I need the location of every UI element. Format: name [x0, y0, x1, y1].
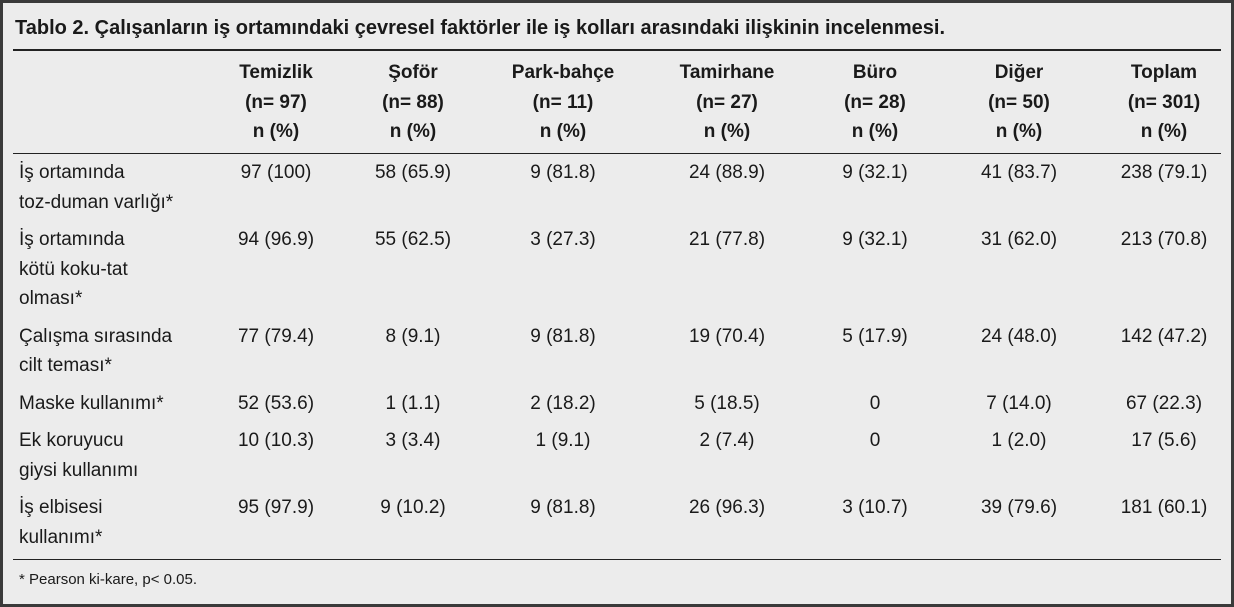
column-header: n (%) — [539, 121, 587, 142]
column-header: n (%) — [851, 121, 899, 142]
cell: 95 (97.9) — [237, 497, 315, 518]
row-label: İş ortamında — [19, 229, 125, 250]
cell: 9 (10.2) — [380, 497, 446, 518]
row-label: cilt teması* — [19, 355, 112, 376]
cell: 26 (96.3) — [688, 497, 766, 518]
column-header: Park-bahçe — [511, 62, 615, 83]
column-header: (n= 88) — [382, 91, 444, 113]
column-header: Şoför — [388, 62, 438, 83]
cell: 2 (18.2) — [530, 392, 596, 414]
cell: 41 (83.7) — [980, 162, 1058, 183]
cell: 58 (65.9) — [374, 162, 452, 183]
cell: 3 (3.4) — [385, 430, 441, 451]
column-header: Tamirhane — [679, 62, 775, 83]
cell: 238 (79.1) — [1120, 162, 1208, 183]
column-header: (n= 50) — [988, 91, 1050, 113]
cell: 1 (9.1) — [535, 430, 591, 451]
cell: 2 (7.4) — [699, 430, 755, 451]
row-label: Ek koruyucu — [19, 430, 124, 451]
column-header: n (%) — [252, 121, 300, 142]
table-title: Tablo 2. Çalışanların iş ortamındaki çev… — [15, 17, 946, 39]
column-header: (n= 28) — [844, 91, 906, 113]
cell: 5 (17.9) — [842, 325, 908, 347]
column-header: n (%) — [1140, 121, 1188, 142]
cell: 3 (10.7) — [842, 497, 908, 518]
cell: 31 (62.0) — [980, 229, 1058, 250]
cell: 0 — [869, 430, 881, 451]
cell: 142 (47.2) — [1120, 325, 1208, 347]
cell: 1 (1.1) — [385, 392, 441, 414]
footnote: * Pearson ki-kare, p< 0.05. — [19, 571, 198, 588]
rule — [13, 153, 1221, 154]
cell: 67 (22.3) — [1125, 392, 1203, 414]
cell: 213 (70.8) — [1120, 229, 1208, 250]
column-header: n (%) — [389, 121, 437, 142]
row-label: İş ortamında — [19, 162, 125, 183]
cell: 17 (5.6) — [1131, 430, 1197, 451]
row-label: kullanımı* — [19, 526, 103, 548]
cell: 9 (81.8) — [530, 497, 596, 518]
column-header: n (%) — [995, 121, 1043, 142]
cell: 9 (81.8) — [530, 325, 596, 347]
column-header: Diğer — [994, 62, 1044, 83]
row-label: Maske kullanımı* — [19, 392, 164, 414]
cell: 9 (32.1) — [842, 229, 908, 250]
cell: 39 (79.6) — [980, 497, 1058, 518]
cell: 55 (62.5) — [374, 229, 452, 250]
column-header: Büro — [852, 62, 898, 83]
cell: 10 (10.3) — [237, 430, 315, 451]
cell: 19 (70.4) — [688, 325, 766, 347]
column-header: n (%) — [703, 121, 751, 142]
cell: 97 (100) — [240, 162, 312, 183]
cell: 9 (32.1) — [842, 162, 908, 183]
column-header: (n= 27) — [696, 91, 758, 113]
row-label: toz-duman varlığı* — [19, 191, 174, 213]
cell: 7 (14.0) — [986, 392, 1052, 414]
cell: 52 (53.6) — [237, 392, 315, 414]
row-label: İş elbisesi — [19, 497, 103, 518]
cell: 8 (9.1) — [385, 325, 441, 347]
cell: 9 (81.8) — [530, 162, 596, 183]
column-header: (n= 301) — [1127, 91, 1201, 113]
cell: 24 (88.9) — [688, 162, 766, 183]
cell: 94 (96.9) — [237, 229, 315, 250]
cell: 0 — [869, 392, 881, 414]
cell: 3 (27.3) — [530, 229, 596, 250]
row-label: Çalışma sırasında — [19, 325, 173, 347]
rule — [13, 559, 1221, 560]
cell: 5 (18.5) — [694, 392, 760, 414]
column-header: Toplam — [1130, 62, 1198, 83]
column-header: Temizlik — [239, 62, 313, 83]
cell: 21 (77.8) — [688, 229, 766, 250]
row-label: olması* — [19, 288, 83, 309]
row-label: giysi kullanımı — [19, 459, 139, 481]
cell: 181 (60.1) — [1120, 497, 1208, 518]
cell: 1 (2.0) — [991, 430, 1047, 451]
column-header: (n= 11) — [532, 91, 594, 113]
cell: 77 (79.4) — [237, 325, 315, 347]
row-label: kötü koku-tat — [19, 258, 128, 280]
cell: 24 (48.0) — [980, 325, 1058, 347]
rule — [13, 49, 1221, 51]
column-header: (n= 97) — [245, 91, 307, 113]
